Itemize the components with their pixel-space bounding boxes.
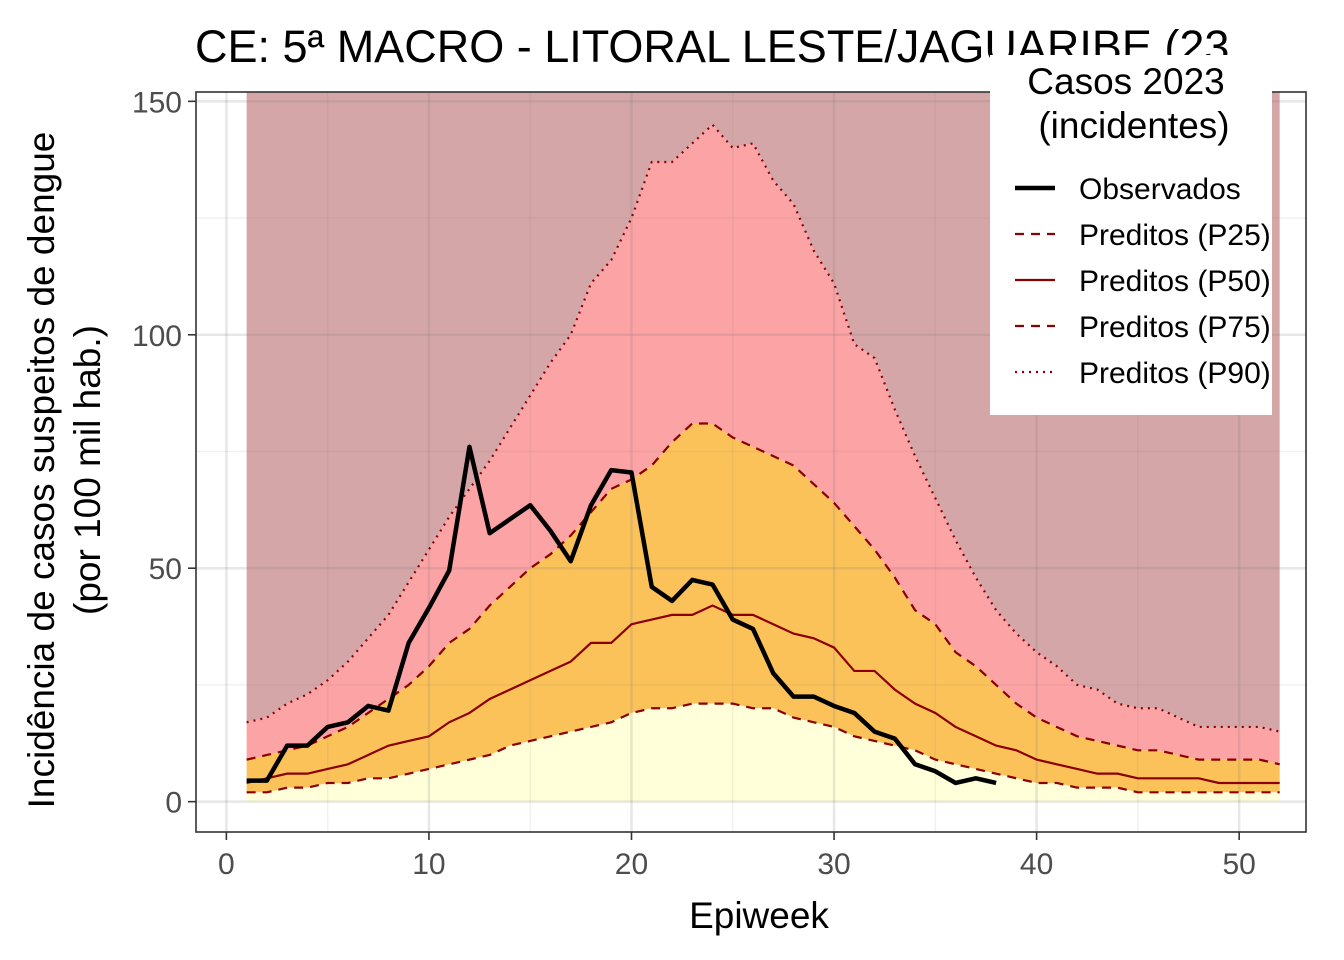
panel-border bbox=[195, 91, 1307, 833]
zone-p75-p90 bbox=[246, 124, 1280, 765]
y-tick-label: 50 bbox=[149, 553, 182, 586]
legend-title-line1: Casos 2023 bbox=[1027, 61, 1224, 102]
zone-below-p25 bbox=[246, 703, 1280, 802]
x-tick-label: 20 bbox=[615, 848, 648, 881]
legend: Casos 2023 (incidentes) Observados Predit… bbox=[990, 55, 1272, 415]
x-tick-label: 50 bbox=[1222, 848, 1255, 881]
y-tick-label: 100 bbox=[132, 320, 182, 353]
y-axis-title-line1: Incidência de casos suspeitos de dengue bbox=[21, 132, 62, 809]
x-tick-label: 40 bbox=[1020, 848, 1053, 881]
axes: 0 10 20 30 40 50 0 50 100 150 bbox=[132, 86, 1256, 881]
zone-p25-p75 bbox=[246, 423, 1280, 793]
series-line-observados bbox=[246, 444, 997, 786]
series-line-preditos-p50 bbox=[246, 604, 1280, 785]
y-axis-title-line2: (por 100 mil hab.) bbox=[67, 325, 108, 615]
y-axis-title: Incidência de casos suspeitos de dengue … bbox=[21, 132, 108, 809]
series-line-preditos-p25 bbox=[246, 702, 1280, 794]
y-tick-label: 0 bbox=[165, 787, 182, 820]
legend-title-line2: (incidentes) bbox=[1038, 105, 1229, 146]
legend-label: Preditos (P50) bbox=[1079, 265, 1271, 298]
x-tick-label: 0 bbox=[218, 848, 235, 881]
x-tick-label: 10 bbox=[412, 848, 445, 881]
x-axis-title: Epiweek bbox=[689, 895, 829, 936]
series-line-preditos-p75 bbox=[246, 422, 1280, 766]
x-tick-label: 30 bbox=[817, 848, 850, 881]
legend-label: Observados bbox=[1079, 173, 1241, 206]
legend-label: Preditos (P90) bbox=[1079, 357, 1271, 390]
y-tick-label: 150 bbox=[132, 86, 182, 119]
legend-label: Preditos (P75) bbox=[1079, 311, 1271, 344]
legend-label: Preditos (P25) bbox=[1079, 219, 1271, 252]
series-line-preditos-p90 bbox=[246, 123, 1280, 733]
legend-items: Observados Preditos (P25) Preditos (P50) Pr… bbox=[1015, 173, 1271, 390]
